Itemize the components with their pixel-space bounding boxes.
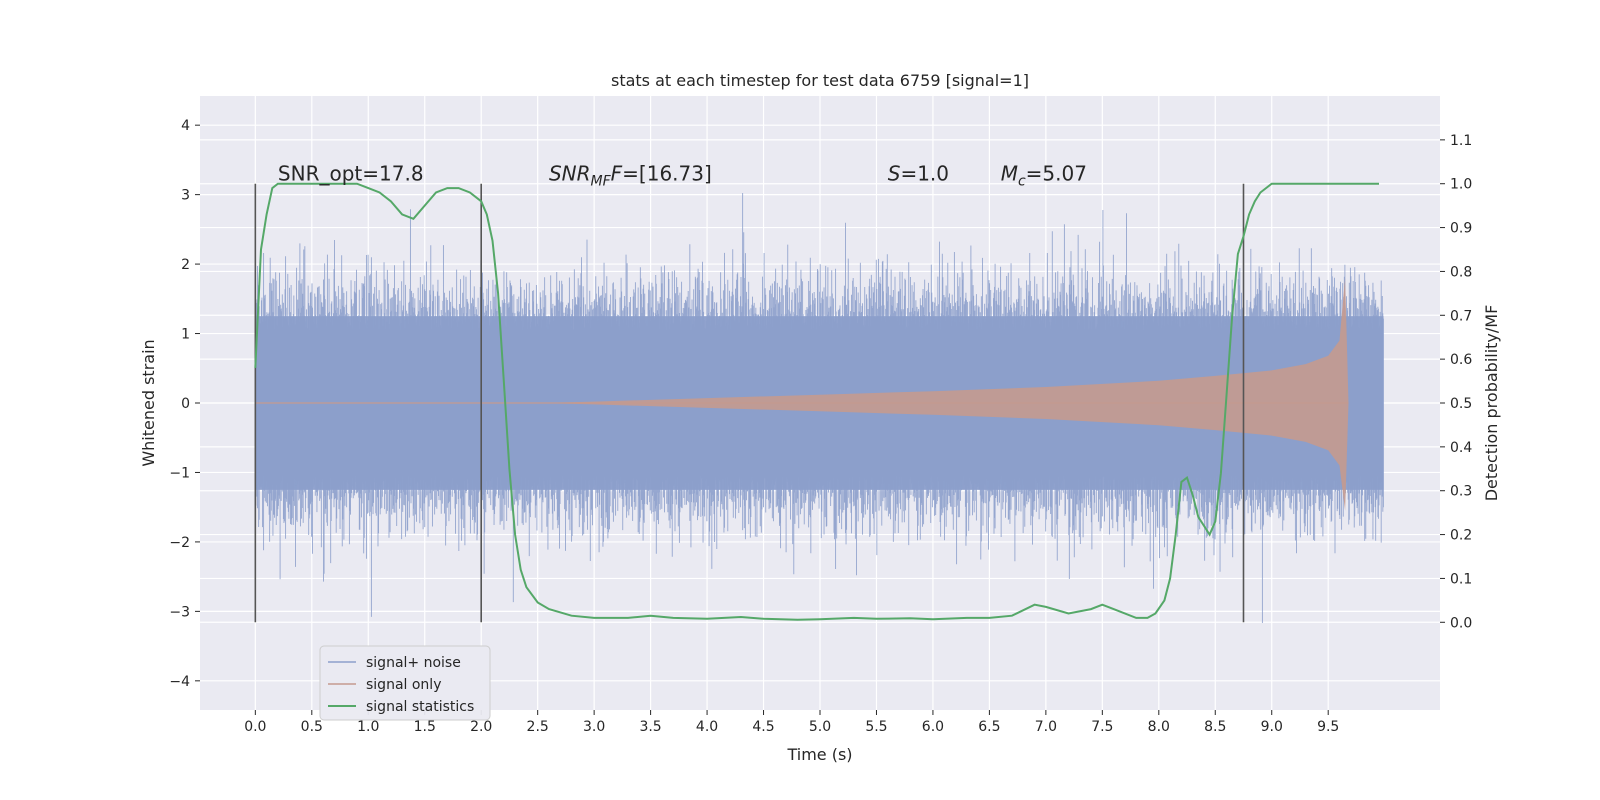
y-tick-label: 4 [181, 118, 190, 134]
x-tick-label: 8.0 [1148, 719, 1170, 735]
x-tick-label: 9.5 [1317, 719, 1339, 735]
x-tick-label: 4.5 [752, 719, 774, 735]
y2-tick-label: 0.3 [1450, 484, 1472, 500]
x-tick-label: 7.5 [1091, 719, 1113, 735]
y-tick-label: 3 [181, 188, 190, 204]
x-tick-label: 5.0 [809, 719, 831, 735]
annotation-symbol: M [1001, 162, 1018, 186]
y2-tick-label: 0.1 [1450, 571, 1472, 587]
y2-tick-label: 0.0 [1450, 615, 1472, 631]
y2-tick-label: 1.1 [1450, 133, 1472, 149]
y2-tick-label: 0.7 [1450, 308, 1472, 324]
x-axis-title: Time (s) [786, 745, 852, 764]
y-tick-label: −3 [169, 604, 190, 620]
x-tick-label: 5.5 [865, 719, 887, 735]
x-tick-label: 6.5 [978, 719, 1000, 735]
annotation-value: =5.07 [1026, 162, 1087, 186]
signal-only-envelope [255, 278, 1349, 511]
x-tick-label: 1.5 [414, 719, 436, 735]
x-tick-label: 0.0 [244, 719, 266, 735]
annotation-value: =1.0 [900, 162, 949, 186]
y-tick-label: −4 [169, 674, 190, 690]
x-tick-label: 3.5 [639, 719, 661, 735]
x-tick-label: 2.5 [527, 719, 549, 735]
data-layer [254, 182, 1384, 623]
x-tick-label: 9.0 [1261, 719, 1283, 735]
legend-label: signal only [366, 677, 441, 693]
x-tick-label: 7.0 [1035, 719, 1057, 735]
y-tick-label: −1 [169, 465, 190, 481]
legend-label: signal+ noise [366, 655, 461, 671]
annotation-2: S=1.0 [888, 162, 949, 186]
signal-statistics-line [254, 182, 1379, 621]
legend-label: signal statistics [366, 699, 474, 715]
y-tick-label: 2 [181, 257, 190, 273]
y2-tick-label: 0.8 [1450, 264, 1472, 280]
annotation-value: =[16.73] [622, 162, 712, 186]
annotation-1: SNRMFF=[16.73] [549, 162, 712, 190]
y-tick-label: 0 [181, 396, 190, 412]
x-tick-label: 2.0 [470, 719, 492, 735]
annotation-symbol: S [888, 162, 901, 186]
annotation-layer: SNR_opt=17.8 SNRMFF=[16.73] S=1.0 Mc=5.07 [278, 162, 1087, 190]
y2-tick-label: 0.4 [1450, 440, 1472, 456]
x-tick-label: 1.0 [357, 719, 379, 735]
legend-box [319, 645, 491, 721]
x-tick-label: 8.5 [1204, 719, 1226, 735]
annotation-symbol: SNR [549, 162, 591, 186]
y-tick-label: 1 [181, 327, 190, 343]
y-tick-label: −2 [169, 535, 190, 551]
y2-tick-label: 0.5 [1450, 396, 1472, 412]
annotation-symbol-tail: F [611, 162, 623, 186]
y-axis-title: Whitened strain [139, 339, 158, 466]
y2-tick-label: 1.0 [1450, 177, 1472, 193]
x-tick-label: 0.5 [301, 719, 323, 735]
annotation-subscript: c [1018, 174, 1026, 190]
chart-title: stats at each timestep for test data 675… [611, 71, 1029, 90]
y2-tick-label: 0.6 [1450, 352, 1472, 368]
y2-tick-label: 0.9 [1450, 221, 1472, 237]
x-tick-label: 6.0 [922, 719, 944, 735]
x-tick-label: 3.0 [583, 719, 605, 735]
annotation-0: SNR_opt=17.8 [278, 162, 424, 186]
annotation-3: Mc=5.07 [1001, 162, 1087, 190]
annotation-subscript: MF [591, 174, 612, 190]
y2-axis-title: Detection probability/MF [1482, 305, 1501, 502]
axis-layer: 0.0 0.5 1.0 1.5 2.0 2.5 3.0 3.5 4.0 4.5 5.0 5.5 6.0 6… [169, 118, 1472, 735]
y2-tick-label: 0.2 [1450, 528, 1472, 544]
legend: signal+ noise signal only signal statistic… [319, 645, 491, 721]
x-tick-label: 4.0 [696, 719, 718, 735]
